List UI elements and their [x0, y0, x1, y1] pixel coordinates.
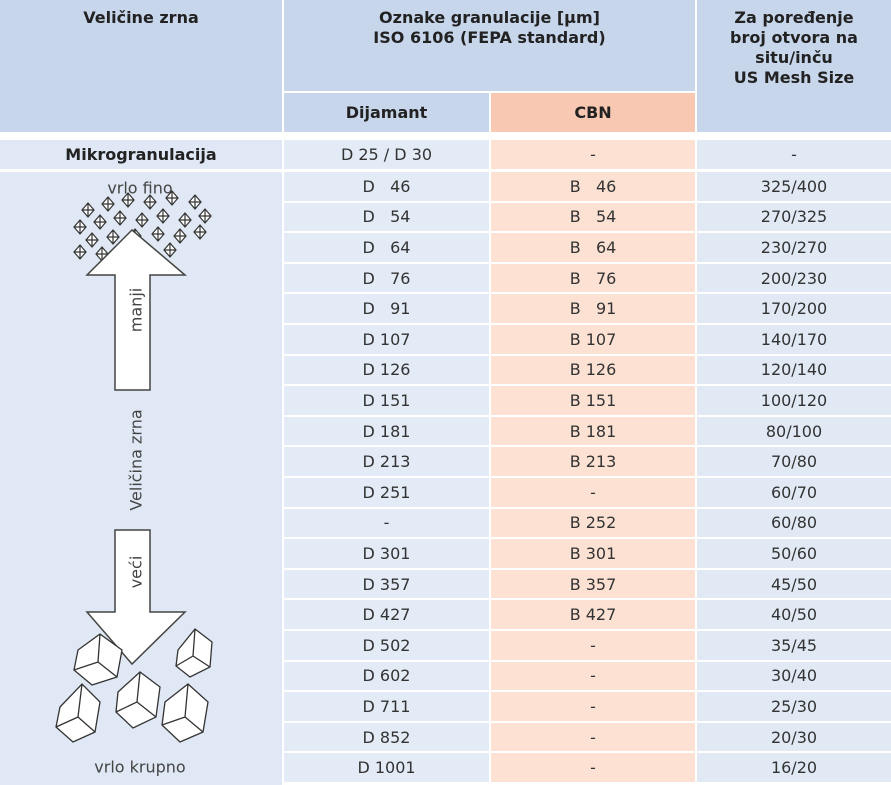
table-cell: Mikrogranulacija: [0, 140, 282, 169]
side-label: vrlo fino: [107, 179, 172, 198]
side-label: Veličina zrna: [127, 409, 146, 510]
header-text: US Mesh Size: [734, 68, 855, 88]
header-text: broj otvora na: [730, 28, 858, 48]
table-cell: 60/80: [697, 509, 891, 538]
table-cell: D 213: [284, 447, 489, 476]
table-cell: -: [491, 662, 695, 691]
table-cell: 80/100: [697, 417, 891, 446]
table-cell: D 151: [284, 386, 489, 415]
table-cell: B 252: [491, 509, 695, 538]
table-cell: B 427: [491, 600, 695, 629]
table-cell: D 46: [284, 172, 489, 201]
table-cell: 25/30: [697, 692, 891, 721]
table-cell: -: [284, 509, 489, 538]
header-text: Za poređenje: [734, 8, 853, 28]
table-cell: 120/140: [697, 356, 891, 385]
table-cell: 40/50: [697, 600, 891, 629]
side-label: veći: [127, 556, 146, 589]
table-cell: 170/200: [697, 294, 891, 323]
table-cell: 270/325: [697, 203, 891, 232]
table-cell: B 76: [491, 264, 695, 293]
table-cell: D 602: [284, 662, 489, 691]
table-cell: -: [491, 631, 695, 660]
header-diamond: Dijamant: [284, 93, 489, 132]
table-cell: D 852: [284, 723, 489, 752]
table-cell: B 91: [491, 294, 695, 323]
table-cell: -: [491, 692, 695, 721]
table-cell: D 502: [284, 631, 489, 660]
table-cell: 16/20: [697, 753, 891, 782]
table-cell: B 126: [491, 356, 695, 385]
header-cbn: CBN: [491, 93, 695, 132]
table-cell: 325/400: [697, 172, 891, 201]
size-illustration: vrlo fino manji Veličina zrna veći vrlo …: [0, 172, 282, 785]
table-cell: D 107: [284, 325, 489, 354]
table-cell: B 107: [491, 325, 695, 354]
table-cell: D 91: [284, 294, 489, 323]
table-cell: 230/270: [697, 233, 891, 262]
table-cell: D 64: [284, 233, 489, 262]
table-cell: B 301: [491, 539, 695, 568]
table-cell: D 711: [284, 692, 489, 721]
header-designation: Oznake granulacije [µm]ISO 6106 (FEPA st…: [284, 0, 695, 91]
table-cell: D 357: [284, 570, 489, 599]
table-cell: D 126: [284, 356, 489, 385]
table-cell: 60/70: [697, 478, 891, 507]
table-cell: 100/120: [697, 386, 891, 415]
table-cell: 50/60: [697, 539, 891, 568]
side-label: manji: [127, 288, 146, 332]
table-cell: 35/45: [697, 631, 891, 660]
table-cell: -: [491, 140, 695, 169]
table-cell: D 427: [284, 600, 489, 629]
table-cell: 45/50: [697, 570, 891, 599]
table-cell: D 251: [284, 478, 489, 507]
table-cell: B 151: [491, 386, 695, 415]
table-cell: D 76: [284, 264, 489, 293]
header-text: ISO 6106 (FEPA standard): [373, 28, 605, 48]
table-cell: D 54: [284, 203, 489, 232]
table-cell: D 301: [284, 539, 489, 568]
table-cell: D 181: [284, 417, 489, 446]
table-cell: 140/170: [697, 325, 891, 354]
table-cell: -: [491, 753, 695, 782]
side-label: vrlo krupno: [94, 758, 185, 777]
table-cell: B 46: [491, 172, 695, 201]
table-cell: B 54: [491, 203, 695, 232]
header-text: Veličine zrna: [83, 8, 199, 28]
table-cell: 30/40: [697, 662, 891, 691]
header-text: situ/inču: [755, 48, 833, 68]
table-cell: 70/80: [697, 447, 891, 476]
table-cell: 200/230: [697, 264, 891, 293]
table-cell: -: [491, 723, 695, 752]
table-cell: -: [491, 478, 695, 507]
table-cell: D 25 / D 30: [284, 140, 489, 169]
table-cell: 20/30: [697, 723, 891, 752]
table-cell: B 213: [491, 447, 695, 476]
table-cell: B 357: [491, 570, 695, 599]
table-cell: B 64: [491, 233, 695, 262]
table-cell: B 181: [491, 417, 695, 446]
page: Veličine zrna Oznake granulacije [µm]ISO…: [0, 0, 891, 785]
table-cell: -: [697, 140, 891, 169]
table-cell: D 1001: [284, 753, 489, 782]
header-text: Oznake granulacije [µm]: [379, 8, 600, 28]
header-size: Veličine zrna: [0, 0, 282, 132]
